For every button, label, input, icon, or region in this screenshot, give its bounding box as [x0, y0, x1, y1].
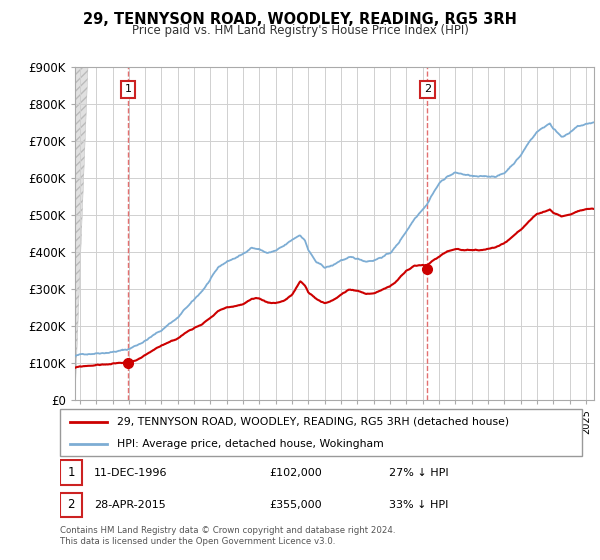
Text: 2: 2 — [67, 498, 75, 511]
Text: 1: 1 — [125, 85, 131, 95]
Text: 11-DEC-1996: 11-DEC-1996 — [94, 468, 167, 478]
Text: Contains HM Land Registry data © Crown copyright and database right 2024.
This d: Contains HM Land Registry data © Crown c… — [60, 526, 395, 546]
Polygon shape — [75, 67, 88, 400]
Text: Price paid vs. HM Land Registry's House Price Index (HPI): Price paid vs. HM Land Registry's House … — [131, 24, 469, 36]
Text: 2: 2 — [424, 85, 431, 95]
Text: 27% ↓ HPI: 27% ↓ HPI — [389, 468, 448, 478]
Text: £102,000: £102,000 — [269, 468, 322, 478]
Text: HPI: Average price, detached house, Wokingham: HPI: Average price, detached house, Woki… — [118, 438, 384, 449]
FancyBboxPatch shape — [60, 460, 82, 485]
Text: 28-APR-2015: 28-APR-2015 — [94, 500, 166, 510]
Text: 29, TENNYSON ROAD, WOODLEY, READING, RG5 3RH (detached house): 29, TENNYSON ROAD, WOODLEY, READING, RG5… — [118, 417, 509, 427]
Text: £355,000: £355,000 — [269, 500, 322, 510]
Text: 29, TENNYSON ROAD, WOODLEY, READING, RG5 3RH: 29, TENNYSON ROAD, WOODLEY, READING, RG5… — [83, 12, 517, 27]
FancyBboxPatch shape — [60, 409, 582, 456]
FancyBboxPatch shape — [60, 493, 82, 517]
Text: 1: 1 — [67, 466, 75, 479]
Text: 33% ↓ HPI: 33% ↓ HPI — [389, 500, 448, 510]
